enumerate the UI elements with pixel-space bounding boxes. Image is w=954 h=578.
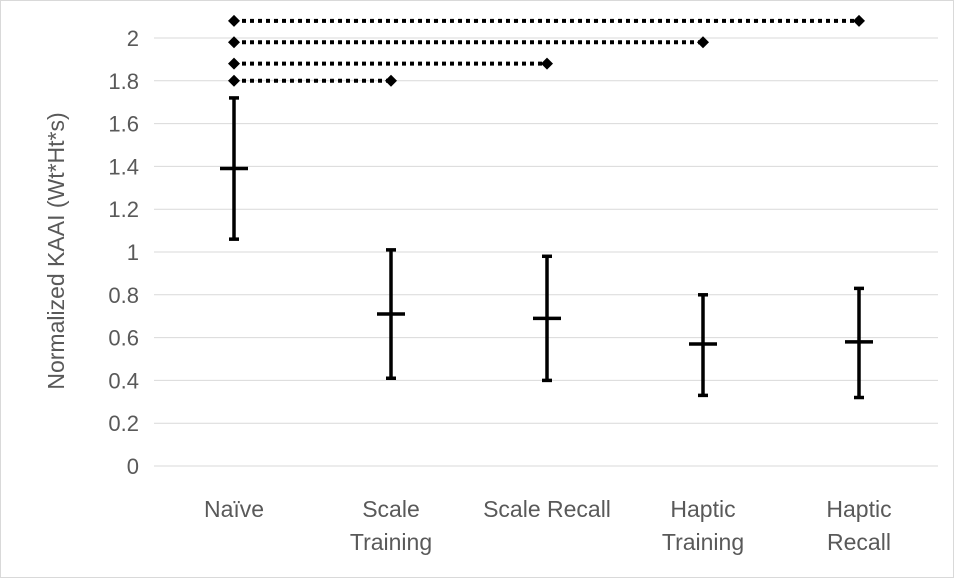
y-tick-labels: 0 0.2 0.4 0.6 0.8 1 1.2 1.4 1.6 1.8 2 xyxy=(108,26,139,479)
diamond-marker xyxy=(228,74,240,87)
diamond-marker xyxy=(853,14,865,27)
y-tick-label: 1 xyxy=(127,240,139,265)
y-tick-label: 0.8 xyxy=(108,283,139,308)
grid-layer xyxy=(154,37,938,467)
y-tick-label: 1.8 xyxy=(108,69,139,94)
y-tick-label: 0.6 xyxy=(108,326,139,351)
diamond-marker xyxy=(541,57,553,70)
diamond-marker xyxy=(385,74,397,87)
y-tick-label: 1.2 xyxy=(108,197,139,222)
x-category-labels: Naïve Scale Training Scale Recall Haptic Trai… xyxy=(204,496,892,555)
x-category-label: Scale xyxy=(362,496,420,522)
x-category-label: Training xyxy=(350,529,432,555)
significance-bracket xyxy=(228,74,397,87)
y-tick-label: 2 xyxy=(127,26,139,51)
x-category-label: Haptic xyxy=(670,496,735,522)
x-category-label: Training xyxy=(662,529,744,555)
y-tick-label: 1.4 xyxy=(108,154,139,179)
error-bar-group xyxy=(845,286,873,400)
y-axis-title: Normalized KAAI (Wt*Ht*s) xyxy=(43,112,69,389)
error-bar-group xyxy=(533,254,561,383)
x-category-label: Scale Recall xyxy=(483,496,611,522)
diamond-marker xyxy=(228,36,240,49)
diamond-marker xyxy=(697,36,709,49)
significance-bracket xyxy=(228,57,553,70)
x-category-label: Haptic xyxy=(826,496,891,522)
significance-brackets xyxy=(228,14,865,87)
y-tick-label: 0.4 xyxy=(108,368,139,393)
y-tick-label: 1.6 xyxy=(108,112,139,137)
diamond-marker xyxy=(228,57,240,70)
x-category-label: Recall xyxy=(827,529,891,555)
error-bar-group xyxy=(220,96,248,241)
significance-bracket xyxy=(228,14,865,27)
error-bar-group xyxy=(689,293,717,398)
x-category-label: Naïve xyxy=(204,496,264,522)
significance-bracket xyxy=(228,36,709,49)
error-bars xyxy=(220,96,873,400)
y-tick-label: 0.2 xyxy=(108,411,139,436)
y-tick-label: 0 xyxy=(127,454,139,479)
error-bar-group xyxy=(377,248,405,381)
diamond-marker xyxy=(228,14,240,27)
